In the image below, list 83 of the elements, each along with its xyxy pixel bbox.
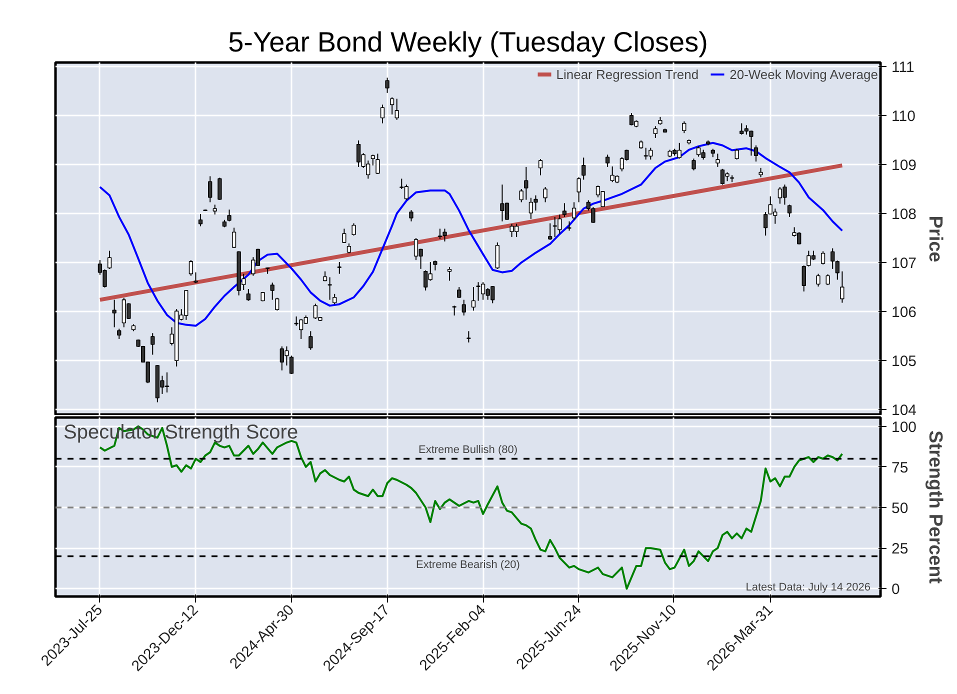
candlestick	[352, 222, 356, 236]
candlestick	[275, 297, 280, 312]
candlestick	[462, 299, 466, 316]
y-tick-label: 107	[892, 255, 917, 272]
candlestick	[409, 210, 414, 222]
candlestick	[519, 188, 524, 203]
y-tick-label: 100	[892, 418, 917, 436]
candlestick	[270, 282, 274, 300]
candlestick	[471, 286, 476, 312]
candlestick	[548, 222, 552, 240]
annotation: Latest Data: July 14 2026	[746, 582, 870, 594]
candlestick	[194, 272, 198, 284]
candlestick	[826, 274, 830, 286]
candlestick	[289, 355, 294, 374]
y-tick-label: 110	[892, 108, 916, 125]
line-series	[98, 142, 844, 327]
ref-line-label: Extreme Bullish (80)	[418, 444, 518, 456]
candlestick	[198, 213, 203, 227]
y-tick-label: 25	[892, 540, 908, 558]
candlestick	[562, 202, 567, 218]
candlestick	[328, 276, 332, 300]
y-tick-label: 105	[892, 353, 917, 370]
candlestick	[582, 157, 586, 180]
candlestick	[820, 250, 826, 265]
candlestick	[754, 144, 758, 162]
candlestick	[802, 264, 806, 292]
candlestick	[653, 126, 658, 139]
candlestick	[112, 299, 116, 328]
candlestick	[576, 176, 581, 203]
candlestick	[394, 98, 399, 120]
candlestick	[385, 77, 390, 94]
candlestick	[692, 158, 696, 171]
candlestick	[208, 176, 212, 203]
candlestick	[605, 154, 610, 168]
y-axis-title: Price	[924, 216, 946, 262]
candlestick	[524, 166, 528, 200]
candlestick	[342, 228, 346, 244]
candlestick	[218, 177, 222, 200]
y-tick-label: 50	[892, 500, 908, 517]
candlestick	[390, 96, 394, 115]
candlestick	[543, 186, 548, 203]
candlestick	[246, 288, 250, 302]
candlestick	[787, 204, 792, 218]
y-axis-title: Strength Percent	[924, 430, 946, 584]
candlestick	[538, 158, 543, 176]
legend-label: 20-Week Moving Average	[730, 66, 878, 82]
candlestick	[212, 204, 217, 215]
candlestick	[682, 120, 686, 134]
y-tick-label: 0	[892, 581, 900, 598]
candlestick	[716, 153, 720, 168]
candlestick	[150, 332, 155, 356]
candlestick	[447, 266, 452, 282]
candlestick	[734, 148, 739, 160]
candlestick	[308, 330, 313, 350]
candlestick	[567, 220, 572, 232]
y-tick-label: 108	[892, 206, 917, 224]
candlestick	[332, 293, 337, 305]
candlestick	[380, 104, 385, 124]
candlestick	[346, 242, 352, 254]
y-tick-label: 75	[892, 459, 908, 476]
candlestick	[117, 328, 122, 340]
candlestick	[337, 262, 342, 274]
candlestick	[370, 154, 375, 166]
candlestick	[376, 153, 380, 174]
ref-line-label: Extreme Bearish (20)	[416, 559, 520, 572]
y-tick-label: 111	[892, 58, 914, 76]
candlestick	[495, 242, 500, 270]
candlestick	[433, 260, 438, 271]
candlestick	[840, 270, 844, 304]
candlestick	[107, 250, 112, 270]
candlestick	[457, 286, 462, 298]
candlestick	[232, 227, 236, 248]
y-tick-label: 104	[892, 402, 917, 420]
candlestick	[188, 260, 194, 276]
y-tick-label: 109	[892, 156, 917, 174]
candlestick	[758, 167, 763, 178]
candlestick	[572, 202, 576, 220]
legend-label: Linear Regression Trend	[556, 66, 699, 82]
candlestick	[227, 209, 232, 222]
y-tick-label: 106	[892, 304, 917, 322]
candlestick	[816, 273, 820, 288]
chart-title: 5-Year Bond Weekly (Tuesday Closes)	[228, 26, 708, 58]
candlestick	[466, 330, 471, 343]
